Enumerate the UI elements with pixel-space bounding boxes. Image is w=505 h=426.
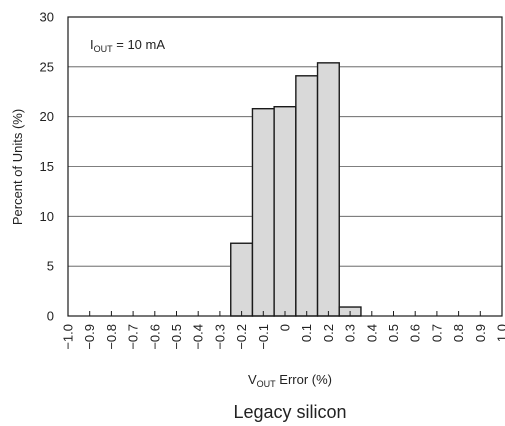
x-tick-label: −0.1 — [256, 324, 271, 350]
x-tick-label: −0.5 — [169, 324, 184, 350]
x-tick-label: −0.8 — [104, 324, 119, 350]
x-tick-label: −0.7 — [126, 324, 141, 350]
x-tick-label: 0.6 — [408, 324, 423, 342]
x-tick-label: −0.2 — [234, 324, 249, 350]
y-axis-label: Percent of Units (%) — [10, 109, 25, 225]
y-tick-label: 5 — [47, 259, 54, 274]
histogram-bar — [273, 105, 297, 317]
chart-caption: Legacy silicon — [233, 402, 346, 422]
x-tick-label: 0.7 — [429, 324, 444, 342]
x-axis-label: VOUT Error (%) — [248, 372, 332, 389]
x-tick-label: 0.1 — [299, 324, 314, 342]
x-tick-label: 0 — [278, 324, 293, 331]
x-tick-label: −1.0 — [61, 324, 76, 350]
y-tick-label: 0 — [47, 309, 54, 324]
x-tick-label: 0.3 — [343, 324, 358, 342]
x-tick-label: −0.4 — [191, 324, 206, 350]
x-tick-label: 1.0 — [495, 324, 505, 342]
y-tick-label: 30 — [40, 10, 54, 25]
y-tick-label: 20 — [40, 109, 54, 124]
x-tick-label: 0.8 — [451, 324, 466, 342]
x-tick-label: 0.4 — [364, 324, 379, 342]
x-tick-label: −0.6 — [147, 324, 162, 350]
x-ticks: −1.0 −0.9 −0.8 −0.7 −0.6 −0.5 −0.4 −0.3 −0.2 −0.1… — [61, 311, 505, 350]
y-ticks: 0 5 10 15 20 25 30 — [40, 10, 54, 324]
histogram-bar — [251, 107, 275, 317]
annotation-label: IOUT = 10 mA — [90, 37, 165, 54]
y-tick-label: 15 — [40, 159, 54, 174]
y-tick-label: 25 — [40, 59, 54, 74]
x-tick-label: 0.5 — [386, 324, 401, 342]
bars — [230, 62, 362, 317]
x-tick-label: −0.9 — [82, 324, 97, 350]
x-tick-label: 0.9 — [473, 324, 488, 342]
histogram-bar — [295, 75, 319, 317]
y-tick-label: 10 — [40, 209, 54, 224]
x-tick-label: −0.3 — [212, 324, 227, 350]
histogram-bar — [316, 62, 340, 317]
x-tick-label: 0.2 — [321, 324, 336, 342]
histogram-bar — [230, 242, 254, 317]
